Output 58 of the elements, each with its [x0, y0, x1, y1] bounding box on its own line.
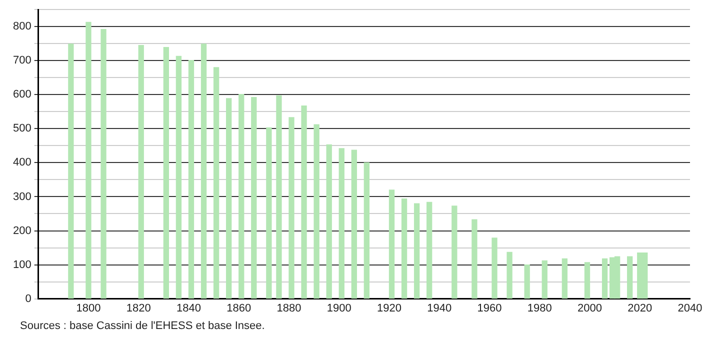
bar: [100, 29, 106, 299]
bar: [251, 97, 257, 299]
x-tick-label: 1840: [176, 302, 201, 314]
y-tick-label: 500: [12, 122, 32, 135]
x-tick-label: 1820: [126, 302, 151, 314]
bar: [266, 127, 272, 299]
bar: [163, 47, 170, 299]
bar: [200, 44, 207, 299]
bar: [414, 203, 420, 299]
bar: [68, 44, 74, 299]
bar: [138, 44, 144, 299]
y-tick-label: 600: [12, 88, 32, 101]
bar: [364, 162, 370, 299]
y-tick-label: 200: [12, 224, 32, 237]
y-tick-label: 700: [12, 54, 32, 67]
x-tick-label: 1880: [276, 302, 302, 314]
bar: [584, 262, 590, 299]
bar: [226, 98, 232, 299]
bar: [86, 22, 92, 299]
x-tick-label: 1800: [76, 302, 101, 314]
y-tick-label: 100: [12, 258, 32, 271]
bar: [388, 190, 395, 299]
bar: [627, 256, 633, 299]
bar: [351, 150, 357, 299]
x-tick-label: 1920: [377, 302, 402, 314]
bar: [288, 117, 294, 299]
bar: [276, 95, 282, 299]
bar: [562, 258, 568, 299]
bar: [238, 94, 244, 299]
bar: [301, 106, 307, 299]
x-tick-label: 2020: [628, 302, 652, 314]
x-tick-label: 2000: [578, 302, 602, 314]
bar: [176, 56, 182, 299]
bar: [338, 148, 344, 299]
bar: [213, 67, 220, 299]
y-tick-label: 0: [25, 292, 32, 305]
x-tick-label: 1860: [226, 302, 252, 314]
bar: [314, 124, 320, 299]
bar: [188, 60, 194, 299]
bar: [326, 144, 332, 299]
bar: [426, 202, 432, 299]
x-tick-label: 1900: [326, 302, 352, 314]
bar: [492, 238, 498, 299]
bar: [602, 258, 608, 299]
y-tick-label: 300: [12, 190, 32, 203]
bar: [506, 252, 512, 299]
x-tick-label: 1960: [477, 302, 502, 314]
x-tick-label: 1980: [527, 302, 552, 314]
bar: [524, 264, 530, 299]
source-note: Sources : base Cassini de l'EHESS et base Insee.: [20, 320, 265, 332]
bar: [452, 206, 458, 299]
y-tick-label: 400: [12, 156, 32, 169]
bar: [401, 198, 408, 299]
bar: [542, 260, 548, 299]
y-tick-label: 800: [12, 20, 32, 33]
x-tick-label: 2040: [678, 302, 702, 314]
x-tick-label: 1940: [427, 302, 452, 314]
bar: [472, 219, 478, 299]
